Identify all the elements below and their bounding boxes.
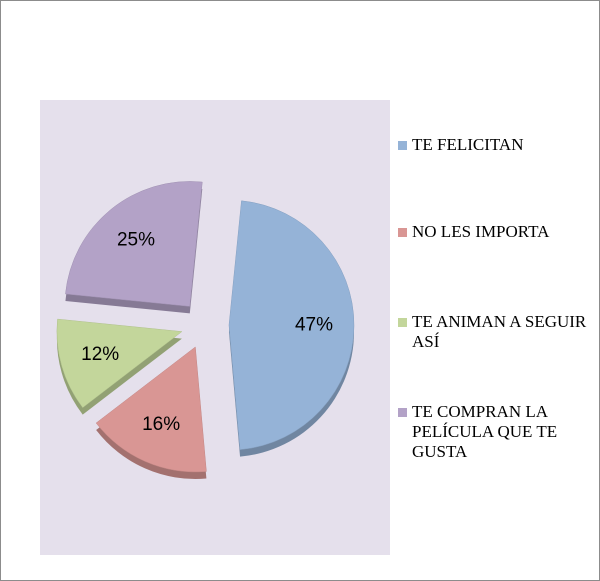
legend-swatch <box>398 228 407 237</box>
legend-label: TE COMPRAN LA PELÍCULA QUE TE GUSTA <box>412 402 558 461</box>
legend-label: NO LES IMPORTA <box>412 222 550 241</box>
data-label: 25% <box>117 230 155 251</box>
legend-swatch <box>398 141 407 150</box>
legend-label: TE FELICITAN <box>412 135 524 154</box>
slice <box>228 200 355 450</box>
data-label: 12% <box>81 344 119 365</box>
legend-entry: NO LES IMPORTA <box>398 222 598 242</box>
legend-entry: TE COMPRAN LA PELÍCULA QUE TE GUSTA <box>398 402 598 462</box>
legend-swatch <box>398 318 407 327</box>
legend-entry: TE FELICITAN <box>398 135 598 155</box>
data-label: 47% <box>295 315 333 336</box>
slice <box>65 181 203 307</box>
data-label: 16% <box>142 414 180 435</box>
slice <box>56 318 183 408</box>
legend-label: TE ANIMAN A SEGUIR ASÍ <box>412 312 587 351</box>
legend-entry: TE ANIMAN A SEGUIR ASÍ <box>398 312 598 352</box>
slice <box>95 346 207 473</box>
legend-swatch <box>398 408 407 417</box>
